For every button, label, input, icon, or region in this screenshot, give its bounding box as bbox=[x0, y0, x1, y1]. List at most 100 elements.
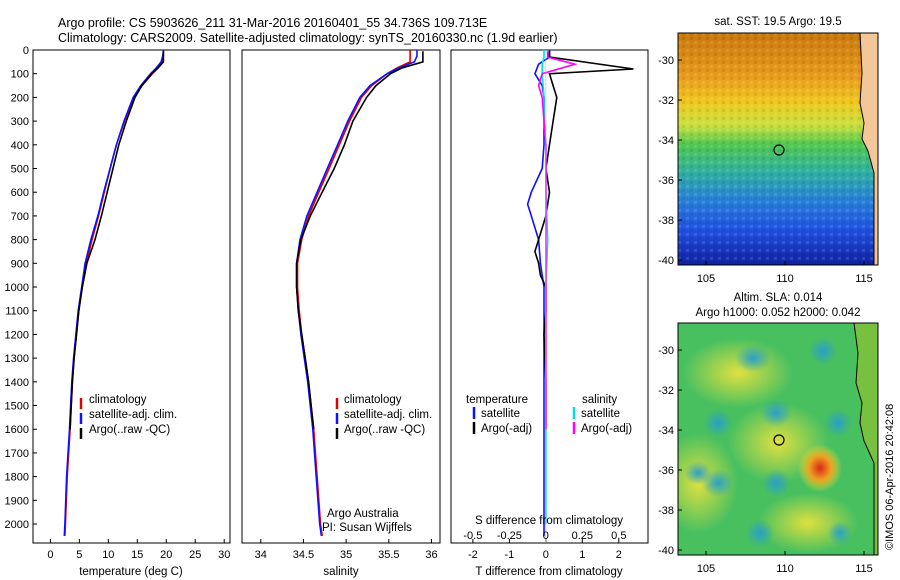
lat-tick-label: -36 bbox=[658, 465, 674, 477]
temperature-series bbox=[63, 49, 165, 536]
credit-line1: Argo Australia bbox=[327, 508, 399, 520]
lon-tick-label: 105 bbox=[697, 563, 715, 575]
difference-legend: temperature salinity satellite Argo(-adj… bbox=[466, 394, 632, 435]
s-difference-ticks: -0.5 -0.25 0 0.25 0.5 bbox=[463, 530, 626, 542]
x-tick-label: -2 bbox=[468, 549, 478, 561]
x-tick-label: 34 bbox=[255, 549, 267, 561]
depth-tick-label: 1500 bbox=[5, 401, 29, 413]
depth-tick-label: 0 bbox=[23, 45, 29, 57]
salinity-legend: climatology satellite-adj. clim. Argo(..… bbox=[335, 394, 432, 439]
sla-map-title1: Altim. SLA: 0.014 bbox=[734, 292, 823, 304]
lon-tick-label: 110 bbox=[776, 563, 794, 575]
temperature-xlabel: temperature (deg C) bbox=[79, 566, 183, 578]
x-tick-label: 1 bbox=[579, 549, 585, 561]
series-line-argo-raw-qc- bbox=[69, 51, 165, 430]
legend-satellite: satellite-adj. clim. bbox=[344, 409, 432, 421]
depth-tick-label: 400 bbox=[11, 140, 29, 152]
header-line2: Climatology: CARS2009. Satellite-adjuste… bbox=[58, 31, 558, 45]
t-difference-label: T difference from climatology bbox=[475, 566, 622, 578]
depth-tick-label: 1600 bbox=[5, 424, 29, 436]
s-tick-label: 0.25 bbox=[572, 530, 593, 542]
lon-tick-label: 110 bbox=[776, 273, 794, 285]
sst-map-frame bbox=[677, 32, 879, 266]
sla-map-frame bbox=[677, 322, 879, 556]
legend-s-satellite: satellite bbox=[581, 408, 620, 420]
depth-tick-label: 300 bbox=[11, 116, 29, 128]
difference-panel: -2 -1 0 1 2 temperature salinity satellite A… bbox=[450, 49, 649, 578]
s-tick-label: -0.25 bbox=[497, 530, 522, 542]
depth-tick-label: 100 bbox=[11, 69, 29, 81]
depth-tick-label: 900 bbox=[11, 258, 29, 270]
x-tick-label: 35.5 bbox=[378, 549, 399, 561]
lon-tick-label: 115 bbox=[855, 273, 873, 285]
argo-location-marker bbox=[773, 144, 785, 156]
depth-tick-label: 1000 bbox=[5, 282, 29, 294]
sla-map-image bbox=[678, 323, 878, 555]
legend-temperature-title: temperature bbox=[466, 394, 528, 406]
depth-tick-label: 1300 bbox=[5, 353, 29, 365]
sla-map-axes: -30 -32 -34 -36 -38 -40 105 110 115 bbox=[658, 345, 873, 575]
difference-series bbox=[526, 50, 634, 543]
lon-tick-label: 105 bbox=[697, 273, 715, 285]
lat-tick-label: -32 bbox=[658, 385, 674, 397]
x-tick-label: -1 bbox=[504, 549, 514, 561]
x-tick-label: 0 bbox=[47, 549, 53, 561]
series-line-satellite-adj-clim- bbox=[295, 50, 418, 537]
legend-argo: Argo(..raw -QC) bbox=[89, 424, 170, 436]
x-tick-label: 15 bbox=[131, 549, 143, 561]
legend-climatology: climatology bbox=[344, 394, 402, 406]
imos-stamp: ©IMOS 06-Apr-2016 20:42:08 bbox=[884, 404, 896, 550]
x-tick-label: 20 bbox=[160, 549, 172, 561]
sla-map: Altim. SLA: 0.014 Argo h1000: 0.052 h200… bbox=[658, 292, 879, 575]
sst-map-axes: -30 -32 -34 -36 -38 -40 105 110 115 bbox=[658, 55, 873, 285]
sla-map-title2: Argo h1000: 0.052 h2000: 0.042 bbox=[696, 307, 861, 319]
salinity-series bbox=[295, 50, 424, 537]
header-line1: Argo profile: CS 5903626_211 31-Mar-2016… bbox=[58, 16, 487, 30]
s-difference-label: S difference from climatology bbox=[475, 515, 623, 527]
series-line-temperature-satellite bbox=[526, 50, 551, 536]
difference-x-axis: -2 -1 0 1 2 bbox=[468, 539, 622, 561]
salinity-plot-frame bbox=[241, 49, 441, 544]
lat-tick-label: -30 bbox=[658, 345, 674, 357]
depth-tick-label: 600 bbox=[11, 187, 29, 199]
lon-tick-label: 115 bbox=[855, 563, 873, 575]
depth-tick-label: 1800 bbox=[5, 472, 29, 484]
depth-tick-label: 700 bbox=[11, 211, 29, 223]
salinity-xlabel: salinity bbox=[323, 566, 358, 578]
series-line-argo-raw-qc- bbox=[295, 51, 424, 430]
temperature-plot-frame bbox=[32, 49, 231, 544]
lat-tick-label: -38 bbox=[658, 505, 674, 517]
s-tick-label: -0.5 bbox=[463, 530, 482, 542]
sst-map-title: sat. SST: 19.5 Argo: 19.5 bbox=[714, 16, 841, 28]
x-tick-label: 0 bbox=[543, 549, 549, 561]
x-tick-label: 30 bbox=[218, 549, 230, 561]
lat-tick-label: -36 bbox=[658, 175, 674, 187]
s-tick-label: 0 bbox=[543, 530, 549, 542]
sst-map-image bbox=[678, 33, 878, 265]
depth-tick-label: 1400 bbox=[5, 377, 29, 389]
legend-s-argo: Argo(-adj) bbox=[581, 423, 632, 435]
argo-location-marker bbox=[773, 434, 785, 446]
salinity-panel: 34 34.5 35 35.5 36 climatology satellite-adj… bbox=[241, 49, 441, 578]
legend-t-satellite: satellite bbox=[481, 408, 520, 420]
depth-tick-label: 500 bbox=[11, 164, 29, 176]
temperature-x-axis: 0 5 10 15 20 25 30 bbox=[47, 539, 230, 561]
temperature-legend: climatology satellite-adj. clim. Argo(..… bbox=[79, 394, 177, 439]
difference-plot-frame bbox=[450, 49, 649, 544]
depth-tick-label: 2000 bbox=[5, 519, 29, 531]
x-tick-label: 35 bbox=[340, 549, 352, 561]
x-tick-label: 2 bbox=[616, 549, 622, 561]
temperature-panel: 0100200300400500600700800900100011001200… bbox=[5, 45, 231, 578]
depth-tick-label: 1700 bbox=[5, 448, 29, 460]
lat-tick-label: -40 bbox=[658, 255, 674, 267]
depth-axis: 0 100 200 300 400 500 600 700 800 900 1000 1100 1200… bbox=[5, 45, 37, 531]
x-tick-label: 36 bbox=[425, 549, 437, 561]
x-tick-label: 5 bbox=[76, 549, 82, 561]
x-tick-label: 25 bbox=[189, 549, 201, 561]
credit-line2: PI: Susan Wijffels bbox=[322, 522, 412, 534]
depth-tick-label: 200 bbox=[11, 92, 29, 104]
depth-tick-label: 1900 bbox=[5, 495, 29, 507]
lat-tick-label: -40 bbox=[658, 545, 674, 557]
legend-salinity-title: salinity bbox=[582, 394, 617, 406]
